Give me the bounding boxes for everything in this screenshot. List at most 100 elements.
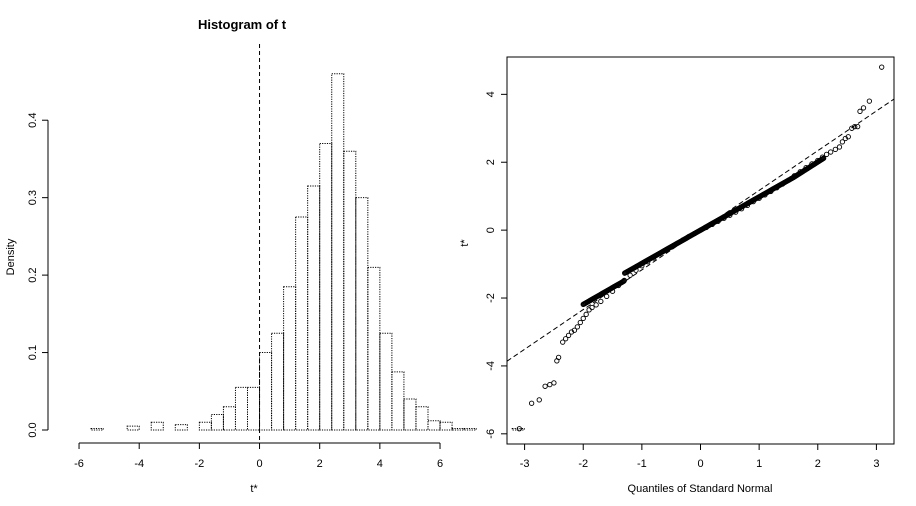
histogram-bar (222, 406, 236, 431)
histogram-bar (210, 414, 224, 431)
qq-point (571, 327, 578, 333)
qq-point (879, 64, 885, 70)
qq-x-tick-label: -1 (637, 458, 647, 470)
qq-point (836, 144, 843, 150)
histogram-bar (271, 332, 285, 431)
histogram-x-tick-label: 6 (437, 458, 443, 470)
qq-x-axis: -3 -2 -1 0 1 2 3 (520, 443, 879, 470)
histogram-x-tick-label: -6 (74, 458, 84, 470)
histogram-x-tick-label: 2 (317, 458, 323, 470)
qq-point (823, 151, 830, 158)
qq-point (577, 319, 583, 326)
qq-points (516, 64, 885, 432)
histogram-y-label: Density (5, 238, 17, 275)
qq-point (593, 302, 599, 308)
qq-point (866, 98, 873, 104)
qq-point (845, 134, 851, 140)
qq-point (580, 315, 586, 322)
histogram-bar (367, 266, 381, 431)
histogram-x-label: t* (250, 483, 258, 495)
qq-point (857, 108, 863, 114)
qq-y-tick-label: -2 (485, 293, 497, 303)
histogram-bar (451, 427, 465, 431)
qq-point (860, 105, 867, 111)
histogram-y-axis: 0.0 0.1 0.2 0.3 0.4 (27, 113, 49, 438)
qq-point (560, 339, 566, 345)
qq-x-tick-label: 0 (697, 458, 703, 470)
histogram-bars (90, 73, 525, 431)
qq-y-tick-label: 0 (485, 227, 497, 233)
histogram-bar (295, 216, 309, 431)
qq-x-tick-label: 1 (756, 458, 762, 470)
qq-y-label: t* (459, 239, 471, 247)
qq-point (562, 336, 569, 342)
qq-point (855, 123, 861, 130)
histogram-y-tick-label: 0.2 (27, 267, 39, 282)
qq-y-axis: -6 -4 -2 0 2 4 (485, 91, 507, 439)
qq-point (528, 400, 535, 406)
histogram-x-tick-label: -4 (134, 458, 144, 470)
qq-y-tick-label: -6 (485, 429, 497, 439)
qq-plot-panel: -3 -2 -1 0 1 2 3 -6 -4 -2 0 2 4 Quantiles of Standa… (459, 56, 895, 495)
qq-y-tick-label: 4 (485, 91, 497, 97)
histogram-y-tick-label: 0.0 (27, 422, 39, 437)
histogram-bar (355, 197, 369, 431)
histogram-bar (331, 73, 345, 431)
qq-point (604, 293, 610, 299)
histogram-bar (307, 185, 321, 431)
histogram-x-axis: -6 -4 -2 0 2 4 6 (74, 442, 443, 470)
histogram-bar (90, 427, 104, 431)
qq-x-tick-label: 3 (873, 458, 879, 470)
qq-point (839, 139, 846, 145)
qq-point (621, 278, 627, 284)
histogram-x-tick-label: 4 (377, 458, 383, 470)
histogram-bar (247, 386, 261, 431)
histogram-bar (198, 421, 212, 431)
histogram-bar (343, 150, 357, 431)
histogram-bar (463, 427, 477, 431)
histogram-bar (259, 352, 273, 431)
qq-point (589, 304, 595, 311)
qq-point (551, 380, 557, 386)
histogram-x-tick-label: -2 (194, 458, 204, 470)
histogram-y-tick-label: 0.3 (27, 190, 39, 205)
histogram-bar (150, 421, 164, 431)
histogram-panel: Histogram of t -6 -4 -2 0 2 4 6 0.00.10.20.30.… (5, 17, 525, 495)
qq-x-tick-label: -3 (520, 458, 530, 470)
histogram-bar (379, 332, 393, 431)
qq-point (832, 146, 839, 152)
histogram-bar (391, 371, 405, 431)
histogram-bar (439, 421, 453, 431)
qq-plot-frame (506, 56, 895, 445)
qq-point (565, 332, 572, 339)
histogram-bar (511, 427, 525, 431)
qq-y-tick-label: 2 (485, 159, 497, 165)
histogram-bar (415, 406, 429, 431)
qq-x-tick-label: -2 (578, 458, 588, 470)
histogram-title: Histogram of t (198, 17, 287, 32)
qq-point (536, 397, 542, 403)
qq-point (542, 383, 548, 389)
qq-x-label: Quantiles of Standard Normal (628, 483, 773, 495)
histogram-y-tick-label: 0.1 (27, 345, 39, 360)
histogram-y-tick-label: 0.4 (27, 113, 39, 128)
histogram-bar (234, 386, 249, 431)
histogram-bar (427, 420, 441, 431)
histogram-bar (403, 398, 417, 431)
qq-point (586, 307, 592, 313)
histogram-bar (126, 425, 140, 431)
qq-x-tick-label: 2 (815, 458, 821, 470)
qq-point (574, 324, 581, 330)
histogram-bar (283, 286, 297, 431)
histogram-bar (174, 424, 188, 431)
qq-point (516, 426, 522, 432)
qq-point (555, 354, 562, 361)
histogram-bar (319, 142, 333, 431)
qq-point (852, 123, 858, 130)
qq-point (598, 298, 604, 305)
qq-point (583, 311, 589, 317)
qq-point (828, 149, 834, 155)
qq-point (820, 155, 827, 161)
histogram-x-tick-label: 0 (256, 458, 262, 470)
